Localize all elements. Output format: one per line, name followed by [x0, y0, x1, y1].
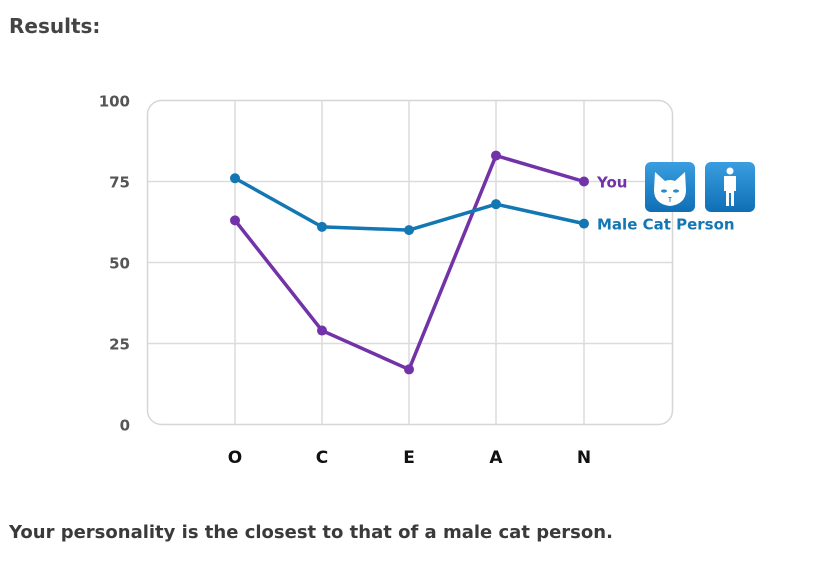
x-tick-label-O: O [228, 448, 242, 468]
data-point-you-E [404, 364, 414, 375]
legend-label-male-cat-person: Male Cat Person [597, 216, 735, 234]
result-summary: Your personality is the closest to that … [9, 522, 613, 543]
data-point-male-cat-person-E [404, 225, 414, 236]
data-point-you-N [579, 176, 589, 187]
data-point-male-cat-person-A [491, 199, 501, 210]
y-tick-label: 100 [99, 93, 130, 111]
data-point-you-A [491, 150, 501, 161]
x-tick-label-C: C [316, 448, 328, 468]
x-tick-label-N: N [577, 448, 591, 468]
results-heading: Results: [9, 14, 101, 38]
y-tick-label: 75 [109, 174, 130, 192]
male-person-icon [705, 162, 755, 212]
y-tick-label: 50 [109, 255, 130, 273]
data-point-male-cat-person-C [317, 221, 327, 232]
data-point-you-O [230, 215, 240, 226]
ocean-line-chart: 0 25 50 75 100 O C E A N You Male Cat Person [99, 93, 735, 469]
data-point-male-cat-person-O [230, 173, 240, 184]
y-tick-label: 25 [109, 336, 130, 354]
data-point-male-cat-person-N [579, 218, 589, 229]
x-tick-label-E: E [403, 448, 415, 468]
legend-label-you: You [596, 174, 627, 192]
cat-icon [645, 162, 695, 212]
y-tick-label: 0 [120, 417, 130, 435]
x-tick-label-A: A [489, 448, 503, 468]
data-point-you-C [317, 325, 327, 336]
